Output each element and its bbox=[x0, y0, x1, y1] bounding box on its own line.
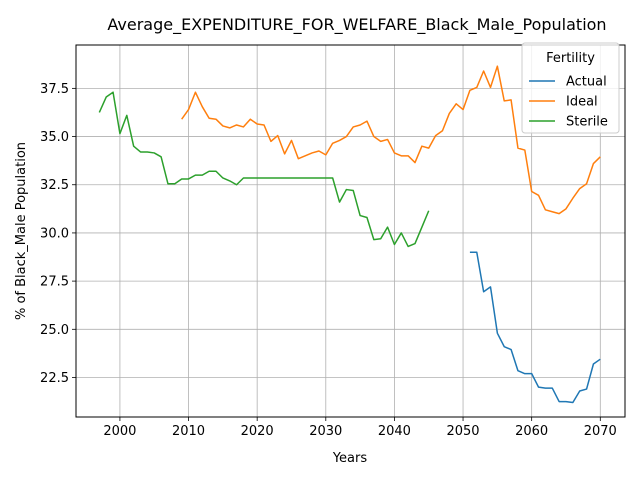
series-line-actual bbox=[469, 251, 601, 404]
plot-area-frame bbox=[75, 44, 626, 418]
legend-label-ideal: Ideal bbox=[566, 95, 598, 110]
legend: Fertility Actual Ideal Sterile bbox=[521, 42, 620, 134]
y-tick-label: 25.0 bbox=[40, 323, 69, 338]
legend-title: Fertility bbox=[546, 51, 595, 66]
series-lines bbox=[98, 65, 601, 404]
x-tick-label: 2060 bbox=[515, 424, 548, 439]
x-tick-label: 2030 bbox=[309, 424, 342, 439]
x-tick-label: 2000 bbox=[103, 424, 136, 439]
x-tick-label: 2010 bbox=[172, 424, 205, 439]
chart-title: Average_EXPENDITURE_FOR_WELFARE_Black_Ma… bbox=[107, 15, 606, 35]
y-tick-label: 32.5 bbox=[40, 178, 69, 193]
y-tick-label: 22.5 bbox=[40, 371, 69, 386]
legend-box bbox=[521, 42, 620, 134]
x-tick-label: 2040 bbox=[378, 424, 411, 439]
x-tick-label: 2070 bbox=[584, 424, 617, 439]
y-tick-label: 37.5 bbox=[40, 82, 69, 97]
legend-label-sterile: Sterile bbox=[566, 115, 608, 130]
y-axis-label: % of Black_Male Population bbox=[14, 142, 29, 320]
x-tick-label: 2020 bbox=[241, 424, 274, 439]
x-tick-label: 2050 bbox=[446, 424, 479, 439]
series-line-sterile bbox=[98, 91, 430, 248]
axis-ticks: 2000 2010 2020 2030 2040 2050 2060 2070 22.5 25.0… bbox=[40, 82, 617, 439]
y-tick-label: 27.5 bbox=[40, 275, 69, 290]
y-tick-label: 35.0 bbox=[40, 130, 69, 145]
x-axis-label: Years bbox=[332, 451, 368, 466]
legend-label-actual: Actual bbox=[566, 75, 607, 90]
y-tick-label: 30.0 bbox=[40, 226, 69, 241]
series-line-ideal bbox=[181, 65, 601, 215]
legend-entries: Actual Ideal Sterile bbox=[529, 75, 608, 130]
